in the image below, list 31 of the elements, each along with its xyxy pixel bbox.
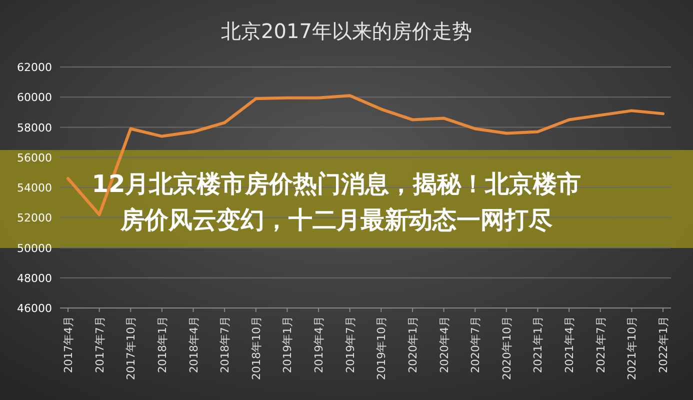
y-tick-label: 58000 [17, 121, 52, 134]
x-tick-label: 2019年10月 [375, 316, 388, 380]
x-tick-label: 2017年10月 [124, 316, 138, 380]
x-tick-label: 2018年7月 [218, 316, 232, 373]
x-tick-label: 2017年4月 [62, 316, 75, 373]
annotation: 12月北京楼市房价热门消息，揭秘！北京楼市房价风云变幻，十二月最新动态一网打尽 [92, 170, 582, 234]
x-tick-label: 2018年10月 [250, 316, 263, 380]
x-tick-label: 2019年4月 [312, 316, 326, 373]
chart-title: 北京2017年以来的房价走势 [221, 19, 472, 43]
y-tick-label: 62000 [17, 61, 52, 74]
x-tick-label: 2020年4月 [438, 316, 451, 373]
x-tick-label: 2021年1月 [532, 316, 545, 373]
x-tick-label: 2018年4月 [187, 316, 200, 373]
x-tick-label: 2020年7月 [469, 316, 482, 373]
x-tick-label: 2020年10月 [500, 316, 514, 380]
y-tick-label: 56000 [17, 151, 52, 164]
x-tick-label: 2021年10月 [626, 316, 639, 380]
x-tick-label: 2019年7月 [344, 316, 357, 373]
x-tick-label: 2021年4月 [563, 316, 576, 373]
y-tick-label: 46000 [17, 302, 52, 315]
x-tick-label: 2022年1月 [657, 316, 670, 373]
y-tick-label: 60000 [17, 91, 52, 104]
x-tick-label: 2018年1月 [156, 316, 169, 373]
y-tick-label: 50000 [17, 242, 52, 255]
x-tick-label: 2021年7月 [594, 316, 608, 373]
x-tick-label: 2019年1月 [281, 316, 294, 373]
y-tick-label: 48000 [17, 272, 52, 285]
x-tick-label: 2020年1月 [406, 316, 420, 373]
x-tick-label: 2017年7月 [93, 316, 106, 373]
y-tick-label: 52000 [17, 212, 52, 225]
y-tick-label: 54000 [17, 182, 52, 194]
